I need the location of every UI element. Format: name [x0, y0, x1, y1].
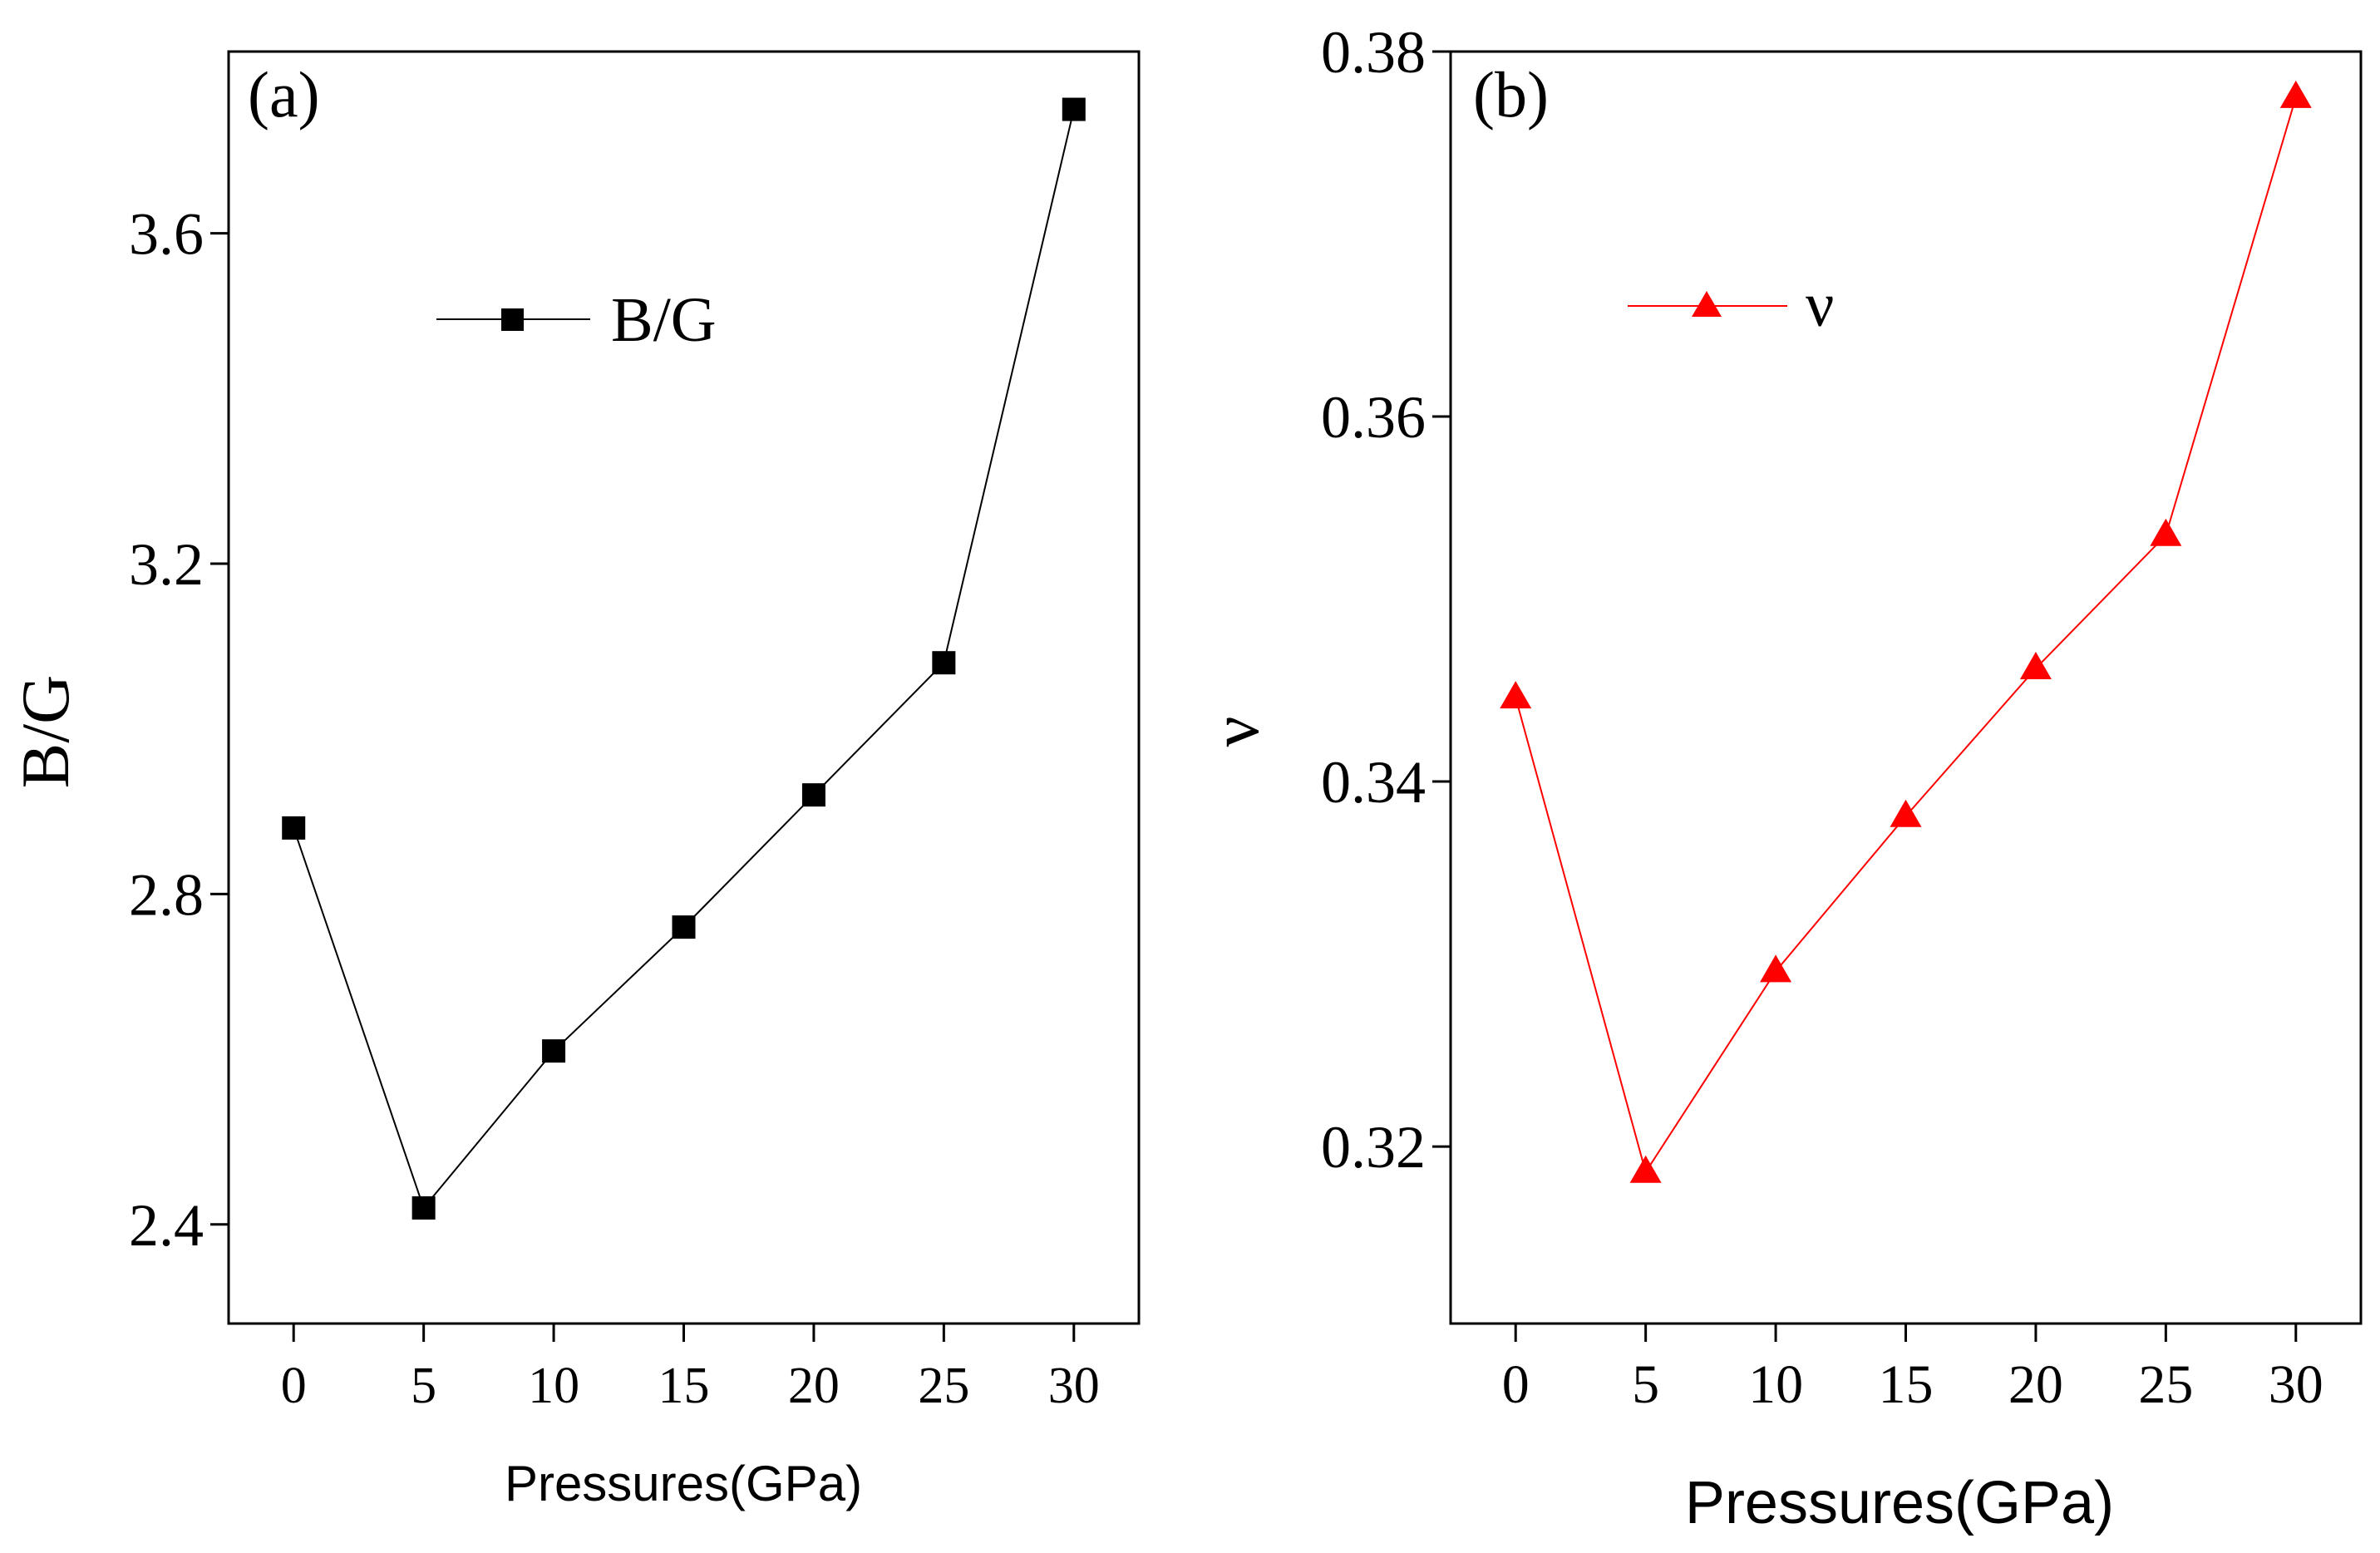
panel-b-x-tick-label: 10 — [1748, 1354, 1803, 1415]
panel-b-series — [1500, 80, 2312, 1183]
panel-a-ticks: 0 5 10 15 20 25 30 2.4 2.8 3.2 3.6 — [129, 201, 1100, 1414]
panel-a-data-point — [411, 1196, 436, 1220]
panel-b-y-tick-label: 0.36 — [1321, 384, 1426, 451]
panel-b-x-tick-label: 0 — [1502, 1354, 1530, 1415]
panel-a-y-tick-label: 3.2 — [129, 531, 204, 598]
panel-b-legend: ν — [1628, 270, 1834, 340]
panel-a-x-tick-label: 5 — [411, 1358, 436, 1414]
panel-b-y-tick-label: 0.32 — [1321, 1114, 1426, 1181]
panel-a-data-point — [932, 651, 956, 675]
panel-b-x-tick-label: 25 — [2138, 1354, 2193, 1415]
panel-b-data-point — [1629, 1155, 1662, 1183]
panel-a-legend-label: B/G — [611, 285, 717, 355]
panel-a-label: (a) — [248, 58, 320, 131]
panel-a-legend-marker-square — [501, 308, 524, 331]
panel-a-data-point — [282, 816, 306, 840]
panel-a-y-axis-label: B/G — [7, 675, 83, 789]
panel-a-y-tick-label: 3.6 — [129, 201, 204, 268]
panel-b-data-point — [1760, 954, 1792, 983]
panel-b-data-point — [2279, 80, 2312, 108]
panel-a-legend: B/G — [436, 285, 717, 355]
panel-b-x-tick-label: 30 — [2269, 1354, 2323, 1415]
panel-b-label: (b) — [1473, 58, 1549, 131]
panel-a-chart: 0 5 10 15 20 25 30 2.4 2.8 3.2 3.6 (a) B/G Pressur… — [7, 50, 1141, 1511]
panel-b-y-axis-label: ν — [1197, 716, 1273, 747]
panel-b-ticks: 0 5 10 15 20 25 30 0.32 0.34 0.36 0.38 — [1321, 19, 2323, 1415]
panel-a-x-tick-label: 10 — [528, 1358, 579, 1414]
panel-a-data-point — [801, 783, 825, 807]
panel-a-y-tick-label: 2.4 — [129, 1192, 204, 1259]
panel-a-data-point — [672, 915, 696, 939]
panel-b-legend-marker-triangle — [1692, 291, 1722, 317]
panel-b-x-tick-label: 15 — [1879, 1354, 1934, 1415]
panel-b-data-point — [2150, 518, 2182, 546]
panel-a-x-tick-label: 30 — [1048, 1358, 1100, 1414]
panel-a-x-tick-label: 25 — [918, 1358, 969, 1414]
panel-a-data-point — [542, 1039, 566, 1063]
panel-b-chart: 0 5 10 15 20 25 30 0.32 0.34 0.36 0.38 (b) ν Press… — [1197, 19, 2363, 1536]
panel-a-x-tick-label: 20 — [788, 1358, 840, 1414]
panel-a-x-axis-label: Pressures(GPa) — [505, 1456, 862, 1511]
panel-b-legend-label: ν — [1806, 270, 1834, 340]
panel-a-data-point — [1062, 97, 1086, 121]
panel-b-x-axis-label: Pressures(GPa) — [1685, 1470, 2114, 1536]
panel-b-y-tick-label: 0.34 — [1321, 749, 1426, 816]
panel-a-series — [282, 97, 1086, 1220]
panel-a-x-tick-label: 15 — [658, 1358, 710, 1414]
panel-b-x-tick-label: 20 — [2008, 1354, 2063, 1415]
panel-b-data-point — [2019, 651, 2052, 679]
panel-b-data-point — [1890, 799, 1922, 827]
panel-b-y-tick-label: 0.38 — [1321, 19, 1426, 86]
panel-a-x-tick-label: 0 — [281, 1358, 307, 1414]
panel-b-x-tick-label: 5 — [1632, 1354, 1659, 1415]
panel-a-y-tick-label: 2.8 — [129, 861, 204, 928]
panel-b-data-point — [1500, 681, 1532, 709]
